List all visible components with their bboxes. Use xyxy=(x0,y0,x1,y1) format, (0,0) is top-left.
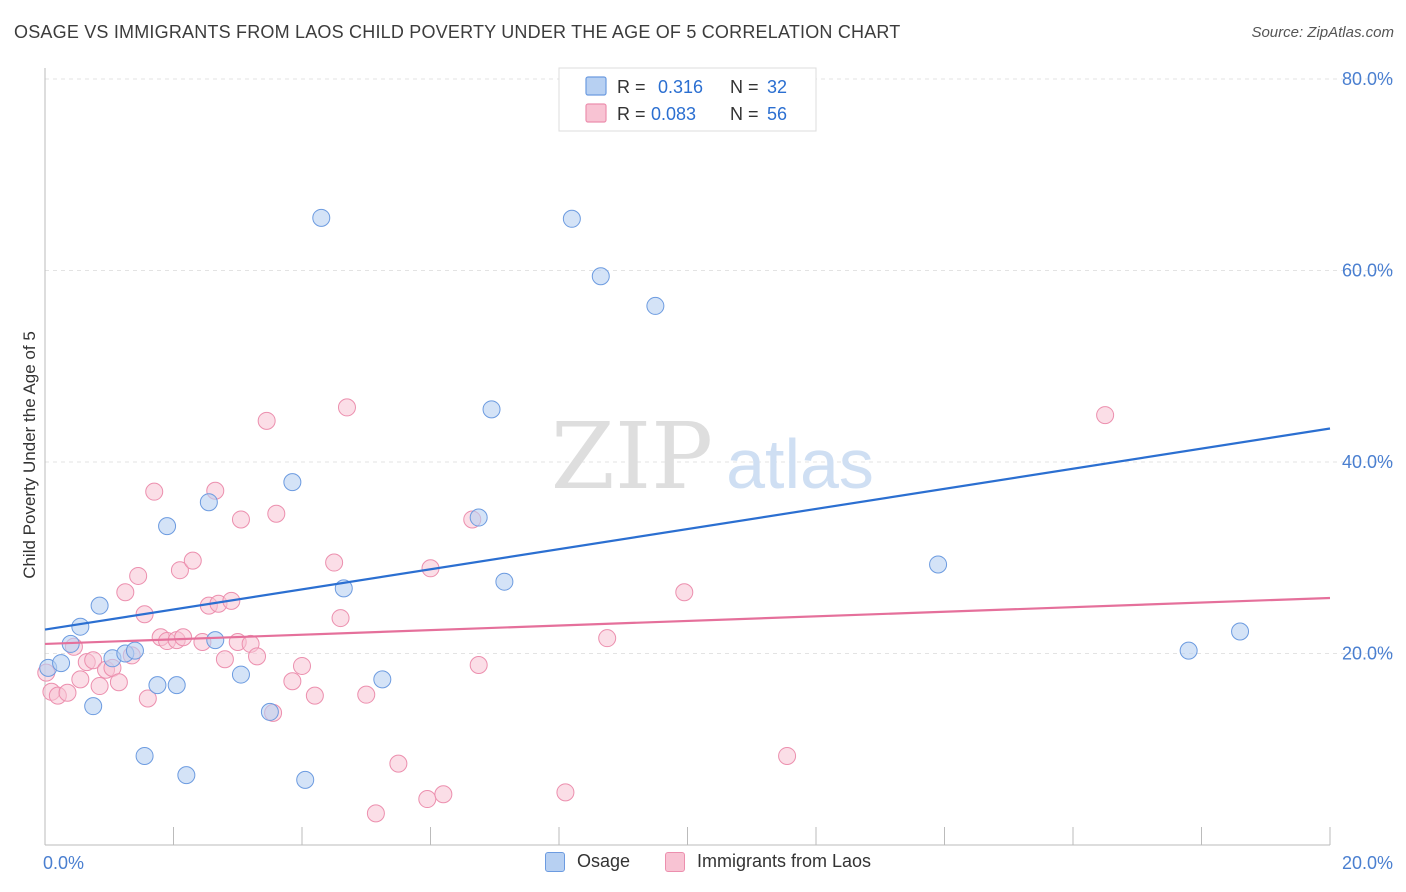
osage-point xyxy=(482,400,501,419)
laos-point xyxy=(145,482,164,501)
laos-point xyxy=(109,673,128,692)
legend-laos-n-value: 56 xyxy=(767,104,787,124)
laos-point xyxy=(129,566,148,585)
legend-osage-swatch xyxy=(585,76,607,96)
laos-point xyxy=(418,790,437,809)
grid-layer xyxy=(45,78,1394,654)
osage-point xyxy=(135,746,154,765)
legend-top: R = 0.316 N = 32 R = 0.083 N = 56 xyxy=(558,67,817,132)
osage-point xyxy=(148,676,167,695)
legend-item-osage[interactable]: Osage xyxy=(545,851,630,872)
watermark-atlas: atlas xyxy=(726,425,874,503)
osage-point xyxy=(646,296,665,315)
laos-point xyxy=(331,609,350,628)
osage-point xyxy=(231,665,250,684)
laos-point xyxy=(389,754,408,773)
legend-osage-marker xyxy=(545,851,565,872)
osage-point xyxy=(260,702,279,721)
legend-laos-marker xyxy=(665,851,685,872)
tick-labels-group: 20.0% 40.0% 60.0% 80.0% 0.0% 20.0% xyxy=(43,69,1393,873)
osage-point xyxy=(1231,622,1250,641)
laos-point xyxy=(283,672,302,691)
laos-point xyxy=(215,650,234,669)
laos-point xyxy=(170,561,189,580)
legend-laos-r-value: 0.083 xyxy=(651,104,696,124)
legend-osage-r-value: 0.316 xyxy=(658,77,703,97)
y-tick-label: 40.0% xyxy=(1342,452,1393,472)
laos-point xyxy=(675,583,694,602)
y-tick-label: 60.0% xyxy=(1342,261,1393,281)
osage-point xyxy=(206,631,225,650)
osage-point xyxy=(562,209,581,228)
laos-point xyxy=(248,647,267,666)
osage-point xyxy=(90,596,109,615)
osage-point xyxy=(125,641,144,660)
source-label: Source: ZipAtlas.com xyxy=(1251,24,1394,41)
legend-osage-n-label: N = xyxy=(730,77,759,97)
laos-point xyxy=(174,628,193,647)
legend-laos-n-label: N = xyxy=(730,104,759,124)
chart-title: OSAGE VS IMMIGRANTS FROM LAOS CHILD POVE… xyxy=(14,22,901,42)
osage-point xyxy=(469,508,488,527)
laos-point xyxy=(778,746,797,765)
laos-point xyxy=(337,398,356,417)
legend-osage-n-value: 32 xyxy=(767,77,787,97)
laos-point xyxy=(469,655,488,674)
legend-laos-swatch xyxy=(585,103,607,123)
osage-point xyxy=(1179,641,1198,660)
laos-point xyxy=(305,686,324,705)
osage-point xyxy=(71,617,90,636)
osage-point xyxy=(52,654,71,673)
laos-point xyxy=(598,629,617,648)
osage-point xyxy=(591,267,610,286)
osage-point xyxy=(84,697,103,716)
laos-point xyxy=(357,685,376,704)
osage-point xyxy=(495,572,514,591)
y-tick-label: 20.0% xyxy=(1342,644,1393,664)
osage-point xyxy=(199,493,218,512)
osage-point xyxy=(373,670,392,689)
laos-trend-line xyxy=(44,596,1331,646)
laos-point xyxy=(90,677,109,696)
axis-layer xyxy=(44,68,1331,846)
laos-point xyxy=(84,651,103,670)
osage-point xyxy=(283,473,302,492)
laos-point xyxy=(257,411,276,430)
laos-point xyxy=(138,689,157,708)
osage-point xyxy=(158,517,177,536)
x-tick-label: 0.0% xyxy=(43,853,84,873)
y-tick-label: 80.0% xyxy=(1342,69,1393,89)
legend-laos-r-label: R = xyxy=(617,104,646,124)
laos-point xyxy=(293,656,311,675)
watermark-zip: ZIP xyxy=(551,403,713,510)
legend-osage-label: Osage xyxy=(577,851,631,871)
legend-bottom: Osage Immigrants from Laos xyxy=(0,851,1406,879)
osage-point xyxy=(296,770,315,789)
laos-point xyxy=(58,683,77,702)
laos-point xyxy=(116,583,135,602)
laos-point xyxy=(325,553,344,572)
legend-laos-label: Immigrants from Laos xyxy=(697,851,872,871)
legend-item-laos[interactable]: Immigrants from Laos xyxy=(665,851,871,872)
laos-point xyxy=(231,510,250,529)
osage-trend-line xyxy=(44,427,1331,631)
trend-layer xyxy=(44,427,1331,646)
osage-points-group xyxy=(39,208,1250,789)
laos-point xyxy=(556,783,575,802)
x-tick-label: 20.0% xyxy=(1342,853,1393,873)
laos-point xyxy=(1096,406,1115,425)
osage-point xyxy=(929,555,948,574)
laos-point xyxy=(434,785,453,804)
legend-osage-r-label: R = xyxy=(617,77,646,97)
laos-points-group xyxy=(37,398,1115,823)
laos-point xyxy=(267,504,286,523)
laos-point xyxy=(366,804,385,823)
osage-point xyxy=(177,766,196,785)
laos-point xyxy=(71,670,90,689)
osage-point xyxy=(167,676,186,695)
osage-point xyxy=(312,208,331,227)
laos-point xyxy=(183,551,202,570)
